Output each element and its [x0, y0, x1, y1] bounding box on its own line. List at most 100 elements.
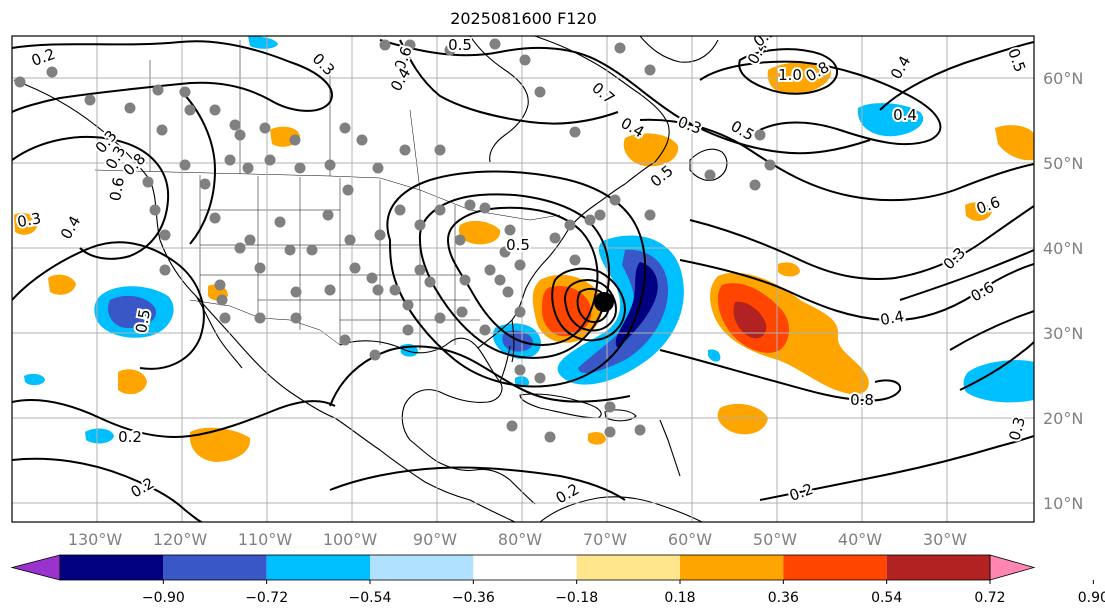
colorbar-frame	[59, 554, 991, 581]
map-layers: 0.2 0.30.50.60.40.30.80.70.4 0.3 0.51.0 0.8 0…	[12, 36, 1034, 522]
latitude-label: 20°N	[1043, 409, 1083, 428]
station-dot	[456, 306, 468, 318]
station-dot	[494, 274, 506, 286]
contour-southwest-0.2	[12, 457, 203, 522]
station-dot	[549, 232, 561, 244]
colorbar-segment	[886, 555, 990, 580]
station-dot	[404, 39, 416, 51]
pos-anomaly-small-1	[623, 133, 679, 167]
station-dot	[444, 44, 456, 56]
station-dot	[306, 244, 318, 256]
coast-central-america	[409, 439, 536, 505]
station-dot	[506, 420, 518, 432]
station-dot	[564, 219, 576, 231]
station-dot	[244, 234, 256, 246]
neg-anomaly-small-2	[85, 428, 114, 444]
station-dot	[372, 284, 384, 296]
longitude-label: 110°W	[238, 530, 293, 549]
station-dot	[242, 162, 254, 174]
longitude-label: 50°W	[753, 530, 797, 549]
colorbar-extend-high	[989, 554, 1036, 581]
station-dot	[604, 426, 616, 438]
colorbar-tick-label: −0.90	[142, 590, 185, 606]
station-dot	[284, 244, 296, 256]
map-title: 2025081600 F120	[450, 9, 597, 28]
station-dot	[209, 212, 221, 224]
colorbar-tick-label: 0.54	[871, 590, 902, 606]
colorbar-segment	[163, 555, 267, 580]
contour-central-0.5	[689, 205, 1034, 281]
neg-anomaly-small-1	[248, 36, 278, 49]
station-dot	[514, 364, 526, 376]
station-dot	[614, 42, 626, 54]
map-frame	[11, 35, 1035, 523]
station-dot	[324, 284, 336, 296]
colorbar-segment	[370, 555, 474, 580]
contour-east-0.7	[959, 341, 1034, 391]
station-dot	[434, 144, 446, 156]
contour-south-central-0.2	[329, 466, 626, 501]
pos-anomaly-small-3	[48, 274, 76, 295]
contour-label: 0.5	[506, 236, 530, 254]
anomaly-shading	[14, 36, 1034, 462]
station-dot	[454, 234, 466, 246]
station-dot	[234, 129, 246, 141]
pos-anomaly-small-4	[118, 369, 147, 395]
contour-east-1.0	[879, 41, 1034, 111]
station-dot	[229, 119, 241, 131]
station-dot	[754, 129, 766, 141]
station-dot	[749, 179, 761, 191]
contour-subtropic-0.3	[659, 349, 902, 402]
contour-label: 0.4	[893, 106, 917, 124]
station-dot	[504, 224, 516, 236]
longitude-label: 90°W	[413, 530, 457, 549]
station-dot	[124, 102, 136, 114]
longitude-label: 100°W	[323, 530, 378, 549]
contour-north-0.3	[12, 40, 333, 113]
colorbar: −0.90 −0.72 −0.54 −0.36 −0.18 0.18 0.36 0.54 0.7…	[10, 554, 1105, 606]
contour-west-0.4	[12, 241, 205, 370]
station-dot	[342, 184, 354, 196]
contour-low-ring-5	[576, 287, 610, 323]
station-dot	[389, 284, 401, 296]
neg-anomaly-pacific-core	[108, 295, 156, 328]
station-dot	[216, 294, 228, 306]
station-dot	[379, 39, 391, 51]
station-dot	[402, 324, 414, 336]
station-dot	[369, 349, 381, 361]
pos-anomaly-small-8	[965, 202, 992, 221]
station-dot	[584, 214, 596, 226]
station-dot	[402, 299, 414, 311]
station-dot	[149, 204, 161, 216]
station-dot	[644, 64, 656, 76]
contour-label: 0.8	[850, 391, 874, 409]
station-dot	[434, 312, 446, 324]
contour-east-0.5	[899, 249, 1034, 301]
contour-lines	[12, 39, 1034, 522]
station-dot	[339, 334, 351, 346]
station-dot	[434, 204, 446, 216]
contour-west-0.6	[179, 89, 217, 245]
station-dot	[14, 76, 26, 88]
coast-hispaniola	[604, 409, 637, 422]
station-dot	[519, 54, 531, 66]
pos-anomaly-small-9	[717, 403, 768, 435]
station-dot	[294, 162, 306, 174]
station-dot	[479, 202, 491, 214]
station-dot	[254, 262, 266, 274]
station-dot	[594, 209, 606, 221]
station-dot	[84, 94, 96, 106]
latitude-label: 50°N	[1043, 154, 1083, 173]
colorbar-tick-label: 0.18	[664, 590, 695, 606]
station-dot	[604, 401, 616, 413]
contour-north-0.5	[379, 39, 871, 155]
longitude-label: 130°W	[68, 530, 123, 549]
station-dot	[46, 66, 58, 78]
colorbar-tick-label: −0.54	[349, 590, 392, 606]
longitude-labels: 130°W 120°W 110°W 100°W 90°W 80°W 70°W 60°W 50°W…	[68, 530, 967, 549]
station-dot	[414, 219, 426, 231]
station-dot	[324, 159, 336, 171]
station-dot	[366, 272, 378, 284]
pos-anomaly-subtropical-core	[733, 301, 767, 339]
pos-anomaly-small-7	[995, 125, 1034, 161]
